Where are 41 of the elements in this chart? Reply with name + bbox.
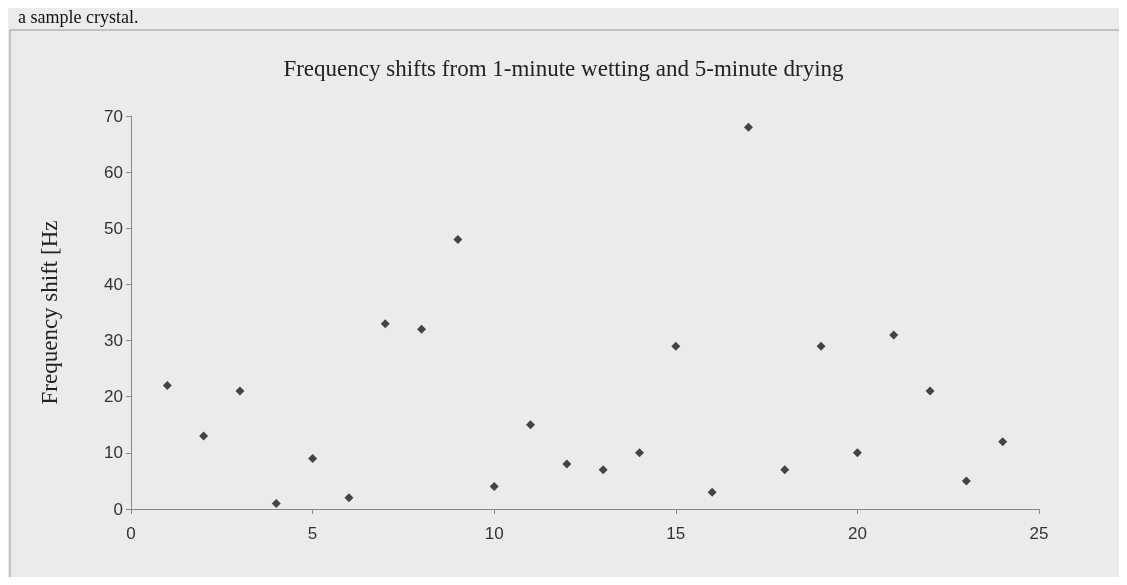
x-tick-label: 25 bbox=[1029, 524, 1049, 543]
point bbox=[961, 476, 971, 486]
x-tick-label: 5 bbox=[307, 524, 318, 543]
y-tick-label: 30 bbox=[104, 331, 123, 351]
x-tick-label: 15 bbox=[666, 524, 686, 543]
y-tick-label: 50 bbox=[104, 218, 123, 238]
point bbox=[598, 465, 608, 475]
point bbox=[671, 341, 681, 351]
chart-title: Frequency shifts from 1-minute wetting and 5-minute drying bbox=[283, 56, 845, 81]
y-axis-title: Frequency shift [Hz bbox=[37, 220, 62, 405]
point bbox=[489, 482, 499, 492]
point bbox=[526, 420, 536, 430]
y-tick-label: 40 bbox=[104, 274, 123, 294]
x-tick-label: 20 bbox=[847, 524, 867, 543]
y-tick-label: 60 bbox=[104, 162, 123, 182]
point bbox=[998, 437, 1008, 447]
point bbox=[162, 380, 172, 390]
y-tick-label: 10 bbox=[104, 443, 123, 463]
point bbox=[743, 122, 753, 132]
point bbox=[344, 493, 354, 503]
point bbox=[308, 453, 318, 463]
x-tick-label: 0 bbox=[126, 524, 136, 543]
point bbox=[889, 330, 899, 340]
point bbox=[235, 386, 245, 396]
y-tick-label: 20 bbox=[104, 387, 123, 407]
x-tick-label: 10 bbox=[484, 524, 504, 543]
y-tick-label: 70 bbox=[104, 106, 123, 126]
text: a sample crystal. bbox=[18, 7, 139, 27]
point bbox=[562, 459, 572, 469]
point bbox=[199, 431, 209, 441]
point bbox=[417, 324, 427, 334]
point bbox=[925, 386, 935, 396]
point bbox=[707, 487, 717, 497]
point bbox=[271, 498, 281, 508]
point bbox=[634, 448, 644, 458]
point bbox=[852, 448, 862, 458]
y-tick-label: 0 bbox=[113, 499, 123, 519]
point bbox=[453, 235, 463, 245]
point bbox=[380, 319, 390, 329]
point bbox=[816, 341, 826, 351]
point bbox=[780, 465, 790, 475]
